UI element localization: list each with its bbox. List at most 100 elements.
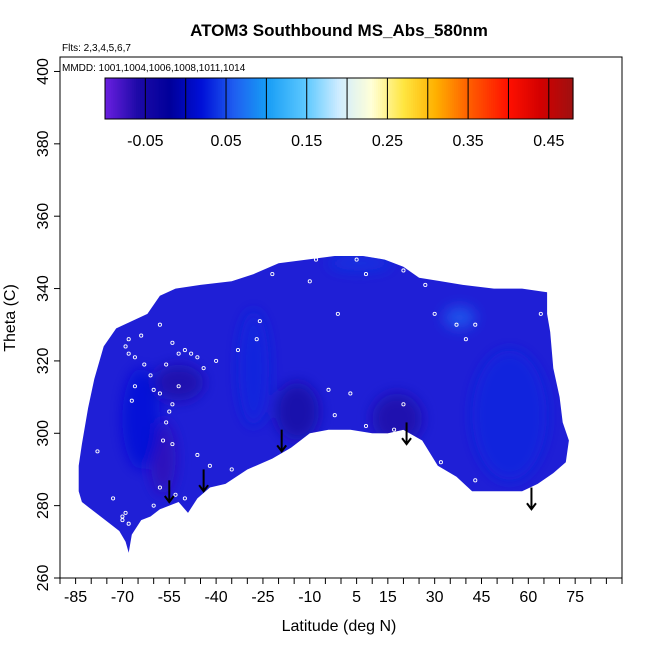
arrow-head [198, 484, 209, 493]
sample-point [463, 337, 468, 342]
colorbar-cell [311, 78, 315, 119]
colorbar-cell [335, 78, 338, 119]
colorbar-cell [393, 78, 397, 119]
colorbar-cell [151, 78, 155, 119]
colorbar-cell [551, 78, 555, 119]
colorbar-label: 0.05 [210, 133, 241, 150]
field-feature [472, 350, 548, 481]
arrow-marker [276, 429, 287, 454]
y-tick-label: 300 [35, 420, 52, 447]
colorbar-cell [465, 78, 469, 119]
colorbar-cell [245, 78, 248, 119]
sample-point [307, 279, 312, 284]
colorbar-cell [446, 78, 449, 119]
colorbar-cell [395, 78, 399, 119]
colorbar-cell [495, 78, 498, 119]
sample-point [95, 449, 100, 454]
colorbar-cell [479, 78, 482, 119]
colorbar-cell [500, 78, 504, 119]
colorbar-cell [298, 78, 301, 119]
colorbar-cell [452, 78, 455, 119]
colorbar-cell [282, 78, 285, 119]
y-axis: 260 280 300 320 340 360 380 400 [35, 58, 61, 591]
colorbar-cell [354, 78, 358, 119]
colorbar-cell [524, 78, 527, 119]
colorbar-cell [140, 78, 143, 119]
colorbar-cell [512, 78, 516, 119]
colorbar-cell [106, 78, 110, 119]
colorbar-cell [370, 78, 373, 119]
colorbar-cell [181, 78, 184, 119]
colorbar-cell [239, 78, 243, 119]
y-tick-label: 320 [35, 347, 52, 374]
sample-point [473, 322, 478, 327]
sample-point [148, 373, 153, 378]
arrow-head [163, 495, 175, 504]
sample-point [270, 272, 275, 277]
colorbar-cell [422, 78, 426, 119]
sample-point [332, 413, 337, 418]
sample-point [285, 253, 290, 259]
colorbar-cell [288, 78, 291, 119]
field-layer [78, 256, 569, 553]
colorbar-cell [331, 78, 334, 119]
colorbar-cell [508, 78, 512, 119]
colorbar-cell [337, 78, 340, 119]
colorbar-cell [528, 78, 531, 119]
colorbar-cell [358, 78, 362, 119]
colorbar-cell [212, 78, 215, 119]
sample-point [182, 496, 187, 501]
x-tick-label: 75 [566, 589, 584, 606]
colorbar-cell [432, 78, 436, 119]
colorbar-cell [161, 78, 165, 119]
colorbar-cell [130, 78, 133, 119]
x-tick-label: -70 [111, 589, 134, 606]
colorbar-cell [348, 78, 352, 119]
colorbar-cell [459, 78, 463, 119]
colorbar-cell [502, 78, 506, 119]
colorbar-cell [467, 78, 471, 119]
colorbar-cell [496, 78, 500, 119]
flights-note: Flts: 2,3,4,5,6,7 [62, 43, 131, 54]
colorbar-cell [417, 78, 420, 119]
colorbar-cell [549, 78, 553, 119]
colorbar-cell [272, 78, 276, 119]
colorbar-cell [227, 78, 231, 119]
colorbar-cell [440, 78, 443, 119]
sample-point [176, 351, 181, 356]
field-feature [444, 306, 476, 329]
colorbar-cell [383, 78, 387, 119]
x-tick-label: 45 [473, 589, 491, 606]
colorbar-cell [567, 78, 570, 119]
colorbar-cell [399, 78, 402, 119]
colorbar-cell [296, 78, 299, 119]
sample-point [132, 355, 137, 360]
colorbar-cell [309, 78, 313, 119]
colorbar-cell [342, 78, 346, 119]
field-feature [122, 368, 160, 470]
arrow-head [276, 444, 287, 454]
sample-point [126, 337, 131, 342]
colorbar-cell [327, 78, 330, 119]
colorbar-cell [202, 78, 206, 119]
colorbar-cell [255, 78, 258, 119]
sample-point [189, 351, 194, 356]
colorbar-cell [118, 78, 122, 119]
colorbar-cell [179, 78, 182, 119]
colorbar-cell [418, 78, 422, 119]
sample-point [157, 322, 162, 327]
x-axis: -85 -70 -55 -40 -25 -10 5 15 30 45 60 75 [59, 577, 623, 606]
colorbar-cell [344, 78, 348, 119]
sample-point [164, 362, 169, 367]
colorbar-cell [163, 78, 167, 119]
y-tick-label: 340 [35, 275, 52, 302]
colorbar-cell [561, 78, 564, 119]
arrow-marker [163, 480, 175, 504]
colorbar-cell [413, 78, 416, 119]
colorbar-cell [241, 78, 245, 119]
colorbar-cell [481, 78, 484, 119]
colorbar-cell [274, 78, 278, 119]
colorbar-cell [323, 78, 326, 119]
colorbar-cell [555, 78, 558, 119]
colorbar-cell [171, 78, 174, 119]
